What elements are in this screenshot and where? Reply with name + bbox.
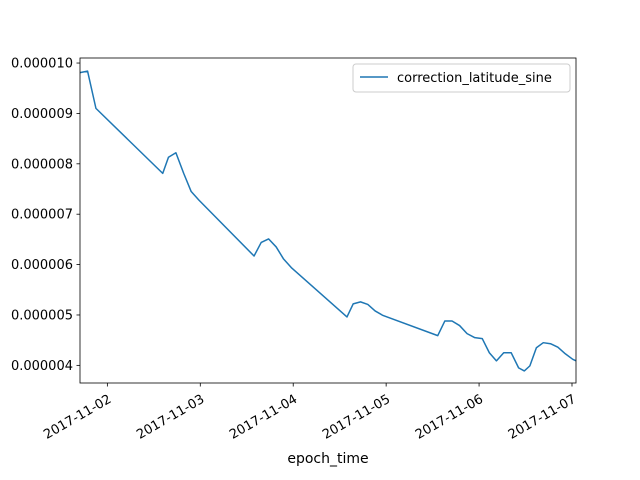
y-tick-label: 0.000004 bbox=[11, 359, 73, 374]
legend: correction_latitude_sine bbox=[352, 63, 571, 93]
legend-box bbox=[352, 63, 571, 93]
plot-frame bbox=[79, 57, 577, 384]
y-tick-label: 0.000007 bbox=[11, 208, 73, 223]
y-tick-label: 0.000005 bbox=[11, 308, 73, 323]
y-tick-label: 0.000006 bbox=[11, 258, 73, 273]
x-axis-label: epoch_time bbox=[287, 451, 368, 467]
series-line-correction_latitude_sine bbox=[79, 70, 577, 372]
y-tick-label: 0.000009 bbox=[11, 107, 73, 122]
y-tick-label: 0.000010 bbox=[11, 57, 73, 72]
legend-label: correction_latitude_sine bbox=[397, 71, 552, 86]
y-axis-ticks: 0.000004 0.000005 0.000006 0.000007 0.000008… bbox=[11, 57, 80, 374]
series-layer bbox=[79, 70, 577, 372]
y-tick-label: 0.000008 bbox=[11, 157, 73, 172]
plot-area bbox=[80, 58, 576, 383]
